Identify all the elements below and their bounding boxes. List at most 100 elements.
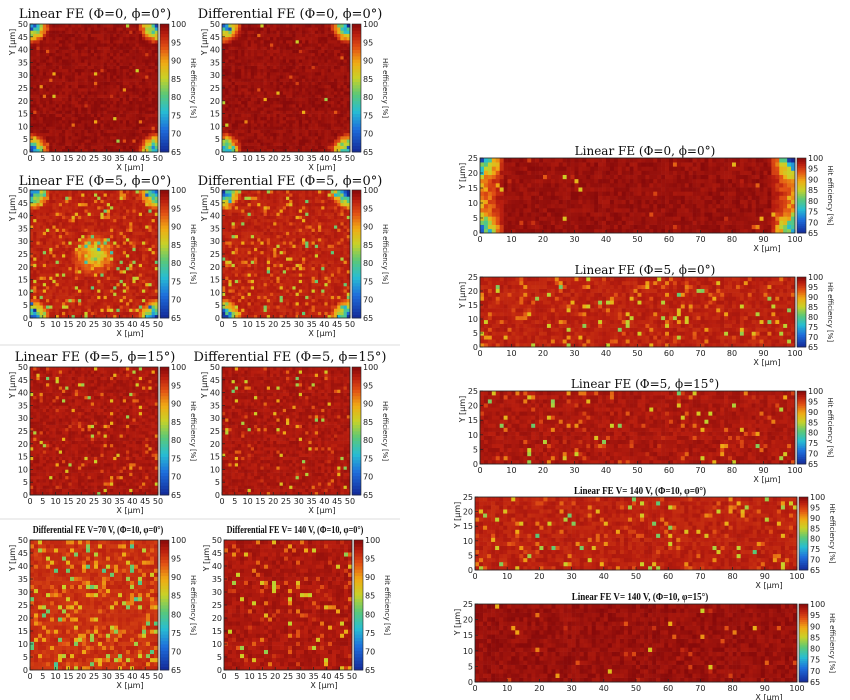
heatmap-cell (148, 132, 152, 137)
heatmap-cell (138, 145, 143, 150)
heatmap-cell (119, 145, 124, 150)
heatmap-cell (327, 123, 332, 127)
heatmap-cell (30, 40, 34, 44)
heatmap-cell (122, 244, 127, 248)
heatmap-cell (65, 78, 69, 82)
heatmap-cell (330, 132, 335, 137)
heatmap-cell (110, 52, 114, 57)
heatmap-cell (30, 206, 34, 210)
colorbar-segment (160, 27, 169, 31)
heatmap-cell (302, 40, 306, 44)
heatmap-cell (132, 196, 136, 200)
heatmap-cell (62, 282, 66, 287)
heatmap-cell (65, 282, 69, 287)
heatmap-cell (154, 33, 159, 38)
heatmap-cell (71, 241, 76, 245)
heatmap-cell (270, 116, 274, 121)
heatmap-cell (327, 94, 332, 98)
heatmap-cell (231, 94, 236, 98)
heatmap-cell (343, 81, 348, 86)
heatmap-cell (55, 100, 60, 105)
heatmap-cell (314, 27, 319, 31)
heatmap-cell (100, 136, 104, 140)
heatmap-cell (324, 91, 328, 95)
heatmap-cell (119, 263, 124, 268)
heatmap-cell (330, 126, 335, 130)
heatmap-cell (318, 56, 322, 60)
heatmap-cell (71, 30, 76, 34)
heatmap-cell (234, 40, 239, 44)
heatmap-cell (145, 270, 149, 274)
heatmap-cell (74, 308, 79, 312)
heatmap-cell (308, 126, 312, 130)
heatmap-cell (68, 231, 72, 236)
heatmap-cell (324, 84, 328, 89)
heatmap-cell (122, 286, 127, 290)
heatmap-cell (276, 148, 280, 153)
heatmap-cell (254, 145, 258, 150)
heatmap-cell (74, 302, 79, 306)
heatmap-cell (126, 62, 130, 66)
heatmap-cell (145, 75, 149, 79)
heatmap-cell (78, 314, 82, 319)
heatmap-cell (132, 40, 136, 44)
heatmap-cell (298, 59, 303, 63)
heatmap-cell (62, 113, 66, 118)
heatmap-cell (154, 27, 159, 31)
heatmap-cell (94, 75, 98, 79)
heatmap-cell (55, 65, 60, 70)
heatmap-cell (135, 302, 140, 306)
heatmap-cell (36, 27, 40, 31)
x-tick-label: 35 (307, 154, 317, 163)
heatmap-cell (343, 27, 348, 31)
heatmap-cell (132, 311, 136, 316)
heatmap-cell (49, 273, 53, 277)
heatmap-cell (97, 116, 101, 121)
heatmap-cell (62, 116, 66, 121)
heatmap-cell (90, 104, 95, 108)
heatmap-cell (46, 110, 50, 114)
heatmap-cell (65, 250, 69, 255)
heatmap-cell (97, 295, 101, 300)
heatmap-cell (260, 148, 264, 153)
heatmap-cell (65, 199, 69, 204)
heatmap-cell (110, 75, 114, 79)
heatmap-cell (289, 88, 293, 92)
heatmap-cell (132, 97, 136, 102)
heatmap-cell (343, 30, 348, 34)
heatmap-cell (135, 94, 140, 98)
colorbar-segment (352, 46, 361, 50)
heatmap-cell (238, 148, 242, 153)
heatmap-cell (292, 84, 296, 89)
heatmap-cell (305, 100, 309, 105)
heatmap-cell (39, 266, 44, 271)
heatmap-cell (142, 257, 146, 261)
heatmap-cell (71, 305, 76, 309)
heatmap-cell (148, 202, 152, 207)
heatmap-cell (55, 52, 60, 57)
heatmap-cell (33, 289, 37, 293)
heatmap-cell (58, 238, 63, 242)
heatmap-cell (260, 132, 264, 137)
heatmap-cell (49, 129, 53, 134)
heatmap-cell (298, 68, 303, 73)
heatmap-cell (84, 46, 88, 50)
heatmap-cell (145, 52, 149, 57)
heatmap-cell (103, 263, 108, 268)
colorbar-tick-label: 95 (363, 38, 373, 47)
heatmap-cell (129, 84, 133, 89)
heatmap-cell (337, 40, 341, 44)
heatmap-cell (142, 145, 146, 150)
heatmap-cell (62, 123, 66, 127)
heatmap-cell (148, 24, 152, 28)
x-axis-label: X [μm] (308, 163, 335, 172)
heatmap-cell (263, 52, 268, 57)
heatmap-cell (122, 139, 127, 143)
heatmap-cell (321, 33, 325, 38)
heatmap-cell (119, 46, 124, 50)
heatmap-cell (52, 27, 56, 31)
heatmap-cell (324, 126, 328, 130)
heatmap-cell (302, 49, 306, 54)
heatmap-cell (106, 266, 111, 271)
heatmap-cell (110, 43, 114, 47)
